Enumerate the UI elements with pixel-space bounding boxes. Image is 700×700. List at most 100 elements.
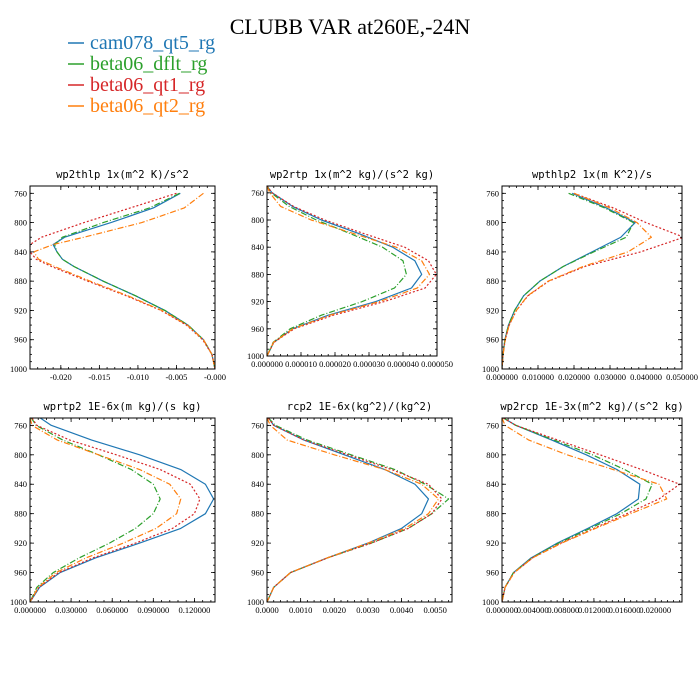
x-tick-label: 0.0050 bbox=[423, 605, 446, 615]
x-tick-label: 0.0010 bbox=[289, 605, 312, 615]
y-tick-label: 920 bbox=[486, 305, 499, 315]
x-tick-label: 0.000000 bbox=[486, 372, 518, 382]
y-tick-label: 920 bbox=[14, 305, 27, 315]
y-tick-label: 960 bbox=[14, 335, 27, 345]
x-tick-label: 0.000000 bbox=[14, 605, 46, 615]
y-tick-label: 760 bbox=[14, 420, 27, 430]
y-tick-label: 760 bbox=[486, 188, 499, 198]
x-tick-label: 0.010000 bbox=[522, 372, 554, 382]
panel-1: wp2thlp 1x(m^2 K)/s^2 760 800 840 880 920 960 1… bbox=[10, 169, 226, 382]
x-tick-label: 0.050000 bbox=[666, 372, 698, 382]
legend-label-beta06_dflt_rg: beta06_dflt_rg bbox=[90, 53, 207, 75]
x-tick-label: -0.000 bbox=[204, 372, 226, 382]
x-tick-label: 0.000050 bbox=[421, 359, 453, 369]
series-group bbox=[30, 192, 215, 369]
series-group bbox=[30, 418, 215, 602]
panel-3: wpthlp2 1x(m K^2)/s 760 800 840 880 920 960 100… bbox=[482, 169, 698, 382]
y-tick-label: 800 bbox=[14, 450, 27, 460]
y-tick-label: 1000 bbox=[10, 364, 27, 374]
y-tick-label: 1000 bbox=[247, 597, 264, 607]
x-tick-label: 0.008000 bbox=[547, 605, 579, 615]
x-tick-label: 0.000030 bbox=[353, 359, 385, 369]
series-line-beta06_qt1_rg bbox=[30, 418, 201, 602]
x-tick-label: 0.004000 bbox=[517, 605, 549, 615]
y-tick-label: 880 bbox=[486, 276, 499, 286]
y-tick-label: 920 bbox=[14, 538, 27, 548]
y-tick-label: 880 bbox=[486, 509, 499, 519]
legend-label-cam078_qt5_rg: cam078_qt5_rg bbox=[90, 32, 215, 54]
panel-title: wp2thlp 1x(m^2 K)/s^2 bbox=[56, 169, 189, 181]
y-tick-label: 1000 bbox=[247, 351, 264, 361]
y-tick-label: 920 bbox=[251, 538, 264, 548]
y-tick-label: 800 bbox=[486, 450, 499, 460]
y-tick-label: 800 bbox=[14, 218, 27, 228]
panel-frame bbox=[266, 417, 453, 603]
panel-5: rcp2 1E-6x(kg^2)/(kg^2) 760 800 840 880 920 96… bbox=[247, 401, 453, 615]
x-tick-label: -0.005 bbox=[165, 372, 187, 382]
x-tick-label: 0.020000 bbox=[639, 605, 671, 615]
y-tick-label: 840 bbox=[14, 247, 27, 257]
series-line-beta06_qt2_rg bbox=[502, 418, 668, 602]
x-tick-label: 0.000020 bbox=[319, 359, 351, 369]
x-tick-label: 0.030000 bbox=[594, 372, 626, 382]
x-tick-label: 0.0030 bbox=[356, 605, 379, 615]
panels: wp2thlp 1x(m^2 K)/s^2 760 800 840 880 920 960 1… bbox=[10, 169, 698, 615]
x-tick-label: -0.010 bbox=[127, 372, 149, 382]
figure-title: CLUBB VAR at260E,-24N bbox=[230, 14, 471, 39]
panel-frame bbox=[501, 185, 683, 370]
panel-frame bbox=[501, 417, 683, 603]
y-tick-label: 840 bbox=[14, 479, 27, 489]
y-tick-label: 760 bbox=[486, 420, 499, 430]
panel-title: rcp2 1E-6x(kg^2)/(kg^2) bbox=[287, 401, 432, 413]
panel-6: wp2rcp 1E-3x(m^2 kg)/(s^2 kg)760 800 840 88… bbox=[482, 401, 684, 615]
series-group bbox=[267, 186, 437, 356]
series-group bbox=[502, 418, 681, 602]
series-line-beta06_qt2_rg bbox=[33, 192, 215, 369]
y-tick-label: 840 bbox=[251, 242, 264, 252]
y-tick-label: 960 bbox=[486, 335, 499, 345]
y-tick-label: 800 bbox=[251, 450, 264, 460]
x-tick-label: 0.0020 bbox=[323, 605, 346, 615]
x-tick-label: 0.0040 bbox=[390, 605, 413, 615]
panel-frame bbox=[266, 185, 438, 357]
series-line-beta06_qt2_rg bbox=[267, 186, 431, 356]
y-tick-label: 920 bbox=[251, 297, 264, 307]
x-tick-label: -0.015 bbox=[88, 372, 110, 382]
panel-frame bbox=[29, 417, 216, 603]
x-tick-label: 0.030000 bbox=[55, 605, 87, 615]
panel-title: wprtp2 1E-6x(m kg)/(s kg) bbox=[43, 401, 201, 413]
x-tick-label: 0.060000 bbox=[96, 605, 128, 615]
y-tick-label: 800 bbox=[486, 218, 499, 228]
y-tick-label: 960 bbox=[14, 568, 27, 578]
panel-4: wprtp2 1E-6x(m kg)/(s kg) 760 800 840 880 920… bbox=[10, 401, 216, 615]
x-tick-label: 0.020000 bbox=[558, 372, 590, 382]
x-tick-label: 0.090000 bbox=[137, 605, 169, 615]
x-tick-label: 0.000040 bbox=[387, 359, 419, 369]
y-tick-label: 880 bbox=[14, 509, 27, 519]
panel-2: wp2rtp 1x(m^2 kg)/(s^2 kg) 760 800 840 880 92… bbox=[247, 169, 453, 369]
series-group bbox=[267, 418, 450, 602]
x-tick-label: 0.120000 bbox=[179, 605, 211, 615]
y-tick-label: 960 bbox=[251, 568, 264, 578]
y-tick-label: 1000 bbox=[482, 597, 499, 607]
legend-label-beta06_qt2_rg: beta06_qt2_rg bbox=[90, 95, 205, 117]
y-tick-label: 880 bbox=[14, 276, 27, 286]
y-tick-label: 960 bbox=[251, 324, 264, 334]
y-tick-label: 800 bbox=[251, 215, 264, 225]
y-tick-label: 1000 bbox=[10, 597, 27, 607]
x-tick-label: -0.020 bbox=[50, 372, 72, 382]
y-tick-label: 840 bbox=[486, 479, 499, 489]
x-tick-label: 0.0000 bbox=[255, 605, 278, 615]
panel-title: wpthlp2 1x(m K^2)/s bbox=[532, 169, 652, 181]
y-tick-label: 880 bbox=[251, 509, 264, 519]
series-line-beta06_dflt_rg bbox=[267, 186, 407, 356]
legend: cam078_qt5_rgbeta06_dflt_rgbeta06_qt1_rg… bbox=[68, 32, 215, 117]
y-tick-label: 920 bbox=[486, 538, 499, 548]
x-tick-label: 0.000000 bbox=[251, 359, 283, 369]
y-tick-label: 840 bbox=[486, 247, 499, 257]
y-tick-label: 960 bbox=[486, 568, 499, 578]
y-tick-label: 840 bbox=[251, 479, 264, 489]
y-tick-label: 760 bbox=[14, 188, 27, 198]
